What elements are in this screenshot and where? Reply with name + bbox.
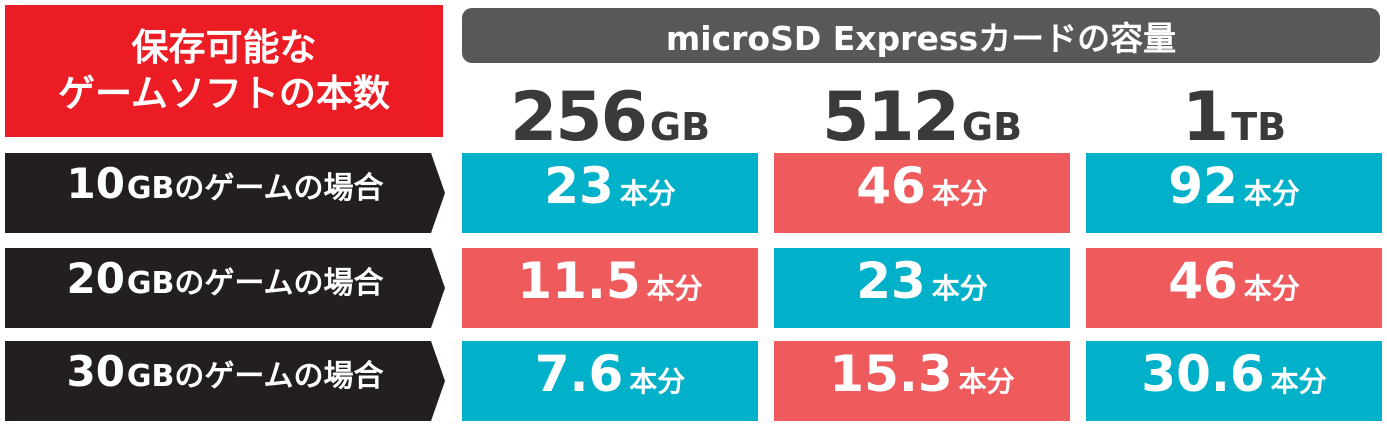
- cell: 92 本分: [1086, 153, 1382, 233]
- unit: GB: [961, 105, 1023, 149]
- capacity-header: microSD Expressカードの容量: [462, 8, 1380, 63]
- cell: 30.6 本分: [1086, 341, 1382, 421]
- title-line: ゲームソフトの本数: [58, 72, 390, 115]
- header-text: microSD Expressカードの容量: [665, 18, 1177, 58]
- unit: GBのゲームの場合: [126, 359, 384, 394]
- unit: TB: [1231, 105, 1287, 149]
- unit: 本分: [619, 177, 676, 210]
- cell: 23 本分: [462, 153, 758, 233]
- cell: 7.6 本分: [462, 341, 758, 421]
- number: 30: [66, 347, 125, 396]
- column-header: 1 TB: [1086, 78, 1382, 157]
- unit: 本分: [1243, 272, 1300, 305]
- unit: GB: [649, 105, 711, 149]
- number: 23: [544, 157, 614, 215]
- unit: 本分: [1270, 365, 1327, 398]
- number: 512: [821, 78, 960, 157]
- number: 15.3: [829, 345, 953, 403]
- unit: GBのゲームの場合: [126, 171, 384, 206]
- number: 46: [856, 157, 926, 215]
- unit: 本分: [646, 272, 703, 305]
- number: 23: [856, 252, 926, 310]
- unit: 本分: [629, 365, 686, 398]
- unit: 本分: [931, 177, 988, 210]
- number: 92: [1168, 157, 1238, 215]
- cell: 46 本分: [1086, 248, 1382, 328]
- number: 20: [66, 254, 125, 303]
- column-header: 512 GB: [774, 78, 1070, 157]
- row-label: 10 GBのゲームの場合: [5, 153, 445, 233]
- title-line: 保存可能な: [131, 26, 317, 69]
- cell: 15.3 本分: [774, 341, 1070, 421]
- cell: 23 本分: [774, 248, 1070, 328]
- cell: 11.5 本分: [462, 248, 758, 328]
- number: 256: [509, 78, 648, 157]
- column-header: 256 GB: [462, 78, 758, 157]
- number: 30.6: [1141, 345, 1265, 403]
- unit: 本分: [931, 272, 988, 305]
- row-label: 20 GBのゲームの場合: [5, 248, 445, 328]
- title-box: 保存可能な ゲームソフトの本数: [5, 5, 443, 137]
- unit: GBのゲームの場合: [126, 266, 384, 301]
- number: 7.6: [534, 345, 624, 403]
- number: 1: [1181, 78, 1229, 157]
- cell: 46 本分: [774, 153, 1070, 233]
- unit: 本分: [958, 365, 1015, 398]
- number: 11.5: [517, 252, 641, 310]
- unit: 本分: [1243, 177, 1300, 210]
- number: 46: [1168, 252, 1238, 310]
- row-label: 30 GBのゲームの場合: [5, 341, 445, 421]
- number: 10: [66, 159, 125, 208]
